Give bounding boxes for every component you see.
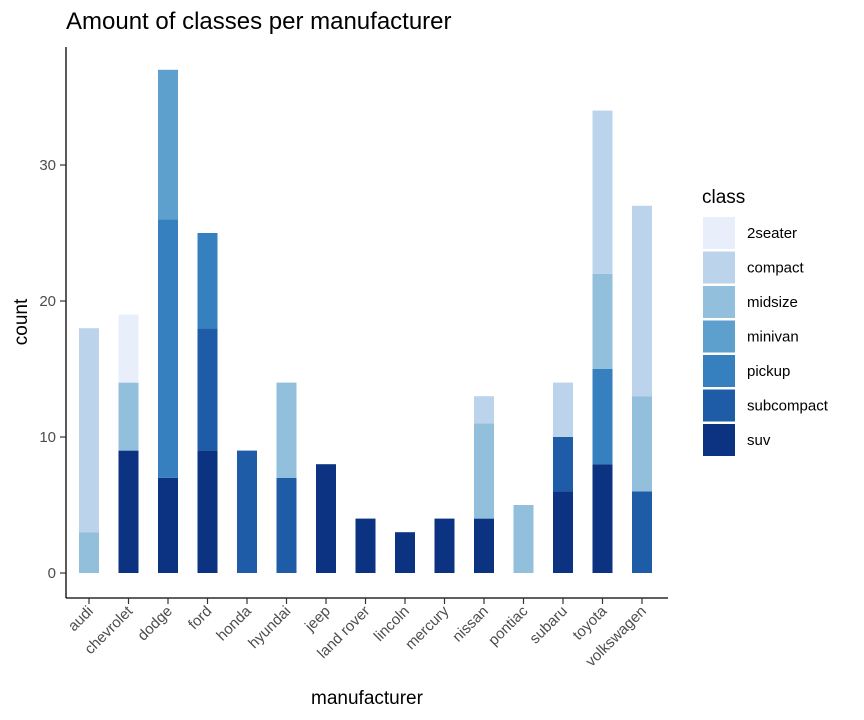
bar-jeep-suv (316, 464, 336, 573)
bar-chevrolet-2seater (118, 314, 139, 383)
bar-toyota-midsize (592, 273, 613, 369)
x-tick-label: ford (185, 603, 215, 633)
x-tick-label: subaru (526, 603, 570, 647)
bar-volkswagen-subcompact (632, 491, 652, 573)
bar-dodge-pickup (158, 219, 178, 478)
bar-audi-midsize (79, 532, 99, 573)
legend-swatch-2seater (703, 217, 735, 249)
bar-nissan-midsize (474, 423, 494, 519)
bar-lincoln-suv (395, 532, 415, 573)
bar-dodge-minivan (158, 69, 178, 220)
legend-title: class (702, 187, 745, 208)
bar-volkswagen-compact (632, 205, 652, 397)
x-tick-label: mercury (402, 602, 453, 653)
bar-chevrolet-suv (118, 450, 139, 573)
legend-swatch-minivan (703, 320, 735, 353)
legend-swatch-subcompact (703, 389, 735, 422)
bar-toyota-compact (592, 110, 613, 274)
legend-label-subcompact: subcompact (747, 398, 829, 415)
legend-label-midsize: midsize (747, 294, 798, 311)
legend-label-minivan: minivan (747, 329, 799, 346)
bar-mercury-suv (434, 518, 455, 573)
bar-subaru-suv (553, 491, 573, 573)
x-tick-label: hyundai (245, 603, 294, 652)
y-tick-label: 20 (39, 293, 56, 310)
bars-group (79, 69, 652, 573)
bar-honda-subcompact (237, 450, 257, 573)
legend-label-suv: suv (747, 432, 771, 449)
bar-toyota-pickup (592, 369, 613, 465)
bar-nissan-compact (474, 396, 494, 424)
bar-ford-suv (197, 450, 218, 573)
x-tick-label: audi (65, 603, 97, 635)
legend-swatch-midsize (703, 286, 735, 318)
bar-volkswagen-midsize (632, 396, 652, 492)
legend: class 2seater compact midsize minivan pickup… (702, 187, 829, 456)
y-axis: 0 10 20 30 (39, 157, 66, 582)
x-tick-label: pontiac (485, 602, 532, 649)
legend-label-2seater: 2seater (747, 225, 797, 242)
bar-land-rover-suv (355, 518, 376, 573)
bar-nissan-suv (474, 518, 494, 573)
x-tick-label: dodge (134, 603, 176, 645)
x-tick-label: jeep (301, 603, 334, 636)
y-tick-label: 10 (39, 429, 56, 446)
x-axis-title: manufacturer (311, 688, 424, 709)
legend-swatch-suv (703, 424, 735, 456)
y-axis-title: count (11, 298, 32, 345)
bar-subaru-compact (553, 382, 573, 437)
y-tick-label: 30 (39, 157, 56, 174)
bar-hyundai-midsize (276, 382, 297, 478)
legend-label-compact: compact (747, 260, 805, 277)
legend-swatch-pickup (703, 355, 735, 387)
bar-hyundai-subcompact (276, 477, 297, 573)
chart-title: Amount of classes per manufacturer (66, 8, 452, 35)
bar-audi-compact (79, 328, 99, 533)
y-tick-label: 0 (48, 565, 56, 582)
legend-items: 2seater compact midsize minivan pickup subcom… (703, 217, 829, 456)
bar-toyota-suv (592, 464, 613, 573)
bar-ford-subcompact (197, 328, 218, 451)
bar-chevrolet-midsize (118, 382, 139, 451)
bar-dodge-suv (158, 477, 178, 573)
legend-swatch-compact (703, 251, 735, 284)
bar-pontiac-midsize (513, 505, 534, 573)
bar-subaru-subcompact (553, 437, 573, 492)
legend-label-pickup: pickup (747, 363, 790, 380)
bar-ford-pickup (197, 233, 218, 329)
x-tick-label: nissan (449, 603, 492, 646)
